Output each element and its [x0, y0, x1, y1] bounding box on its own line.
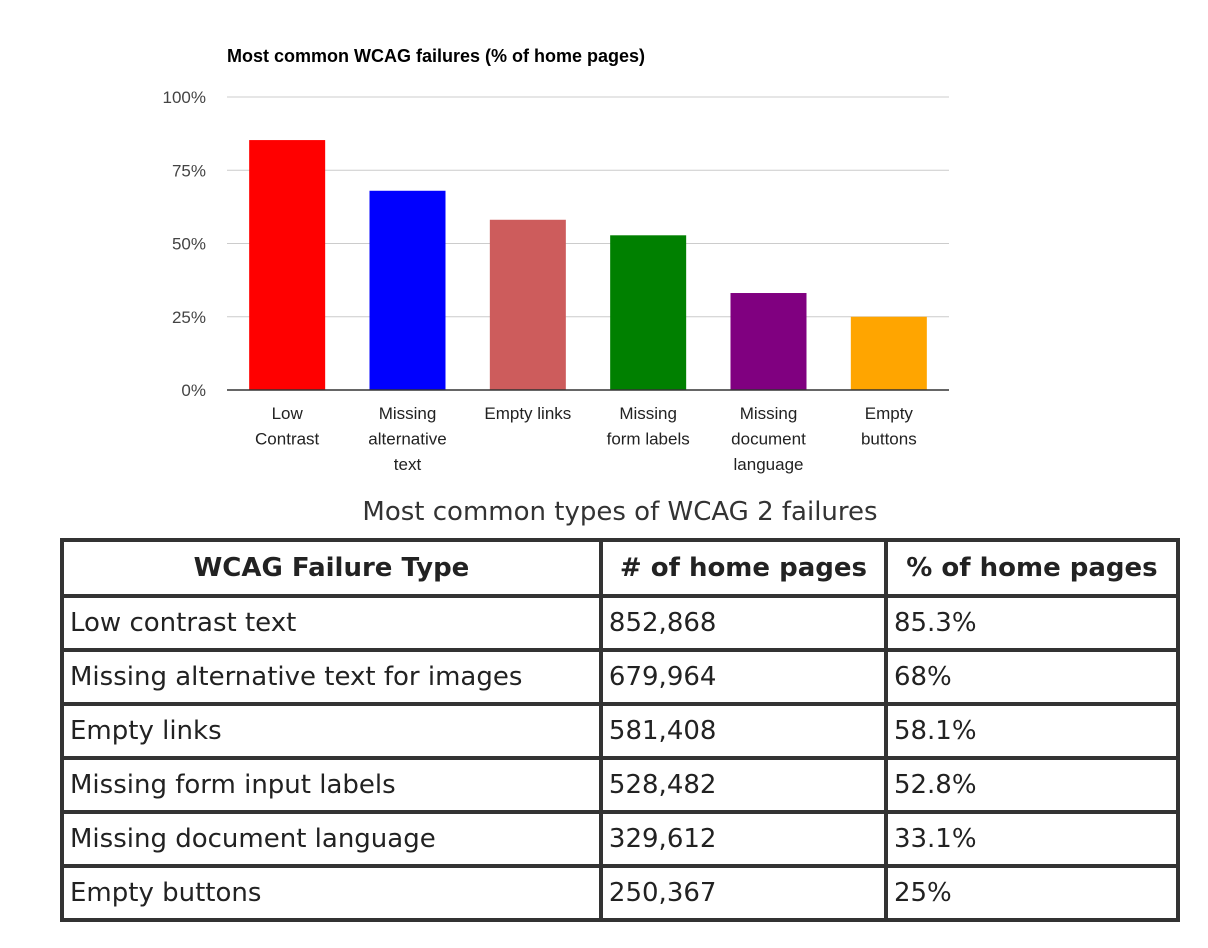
- header-failure-type: WCAG Failure Type: [60, 538, 603, 598]
- x-category-label: Low: [272, 404, 304, 423]
- cell-count: 679,964: [598, 648, 888, 706]
- header-home-pages-count: # of home pages: [598, 538, 888, 598]
- bar: [369, 190, 446, 390]
- cell-percent: 25%: [883, 864, 1181, 922]
- table-row: Empty buttons 250,367 25%: [60, 864, 1181, 922]
- failures-table: WCAG Failure Type # of home pages % of h…: [60, 538, 1181, 922]
- header-home-pages-percent: % of home pages: [883, 538, 1181, 598]
- table-row: Missing form input labels 528,482 52.8%: [60, 756, 1181, 814]
- table-row: Empty links 581,408 58.1%: [60, 702, 1181, 760]
- x-category-label: buttons: [861, 430, 917, 449]
- x-category-label: Empty: [865, 404, 914, 423]
- cell-count: 528,482: [598, 756, 888, 814]
- table-header-row: WCAG Failure Type # of home pages % of h…: [60, 538, 1181, 598]
- bar-chart: Most common WCAG failures (% of home pag…: [163, 46, 949, 474]
- cell-failure-type: Low contrast text: [60, 594, 603, 652]
- bars: [249, 140, 927, 390]
- gridlines: [227, 96, 949, 318]
- cell-failure-type: Empty buttons: [60, 864, 603, 922]
- x-category-label: language: [734, 455, 804, 474]
- cell-count: 250,367: [598, 864, 888, 922]
- x-axis-category-labels: Low Contrast Missing alternative text Empty l…: [255, 404, 917, 474]
- x-category-label: form labels: [607, 430, 690, 449]
- table-caption: Most common types of WCAG 2 failures: [362, 497, 878, 527]
- x-category-label: Empty links: [484, 404, 571, 423]
- bar: [850, 316, 927, 390]
- cell-failure-type: Missing form input labels: [60, 756, 603, 814]
- y-tick-label: 50%: [172, 235, 206, 254]
- cell-percent: 85.3%: [883, 594, 1181, 652]
- bar: [489, 219, 566, 390]
- cell-percent: 58.1%: [883, 702, 1181, 760]
- cell-failure-type: Empty links: [60, 702, 603, 760]
- x-category-label: Contrast: [255, 430, 320, 449]
- y-tick-label: 25%: [172, 308, 206, 327]
- cell-percent: 68%: [883, 648, 1181, 706]
- cell-failure-type: Missing document language: [60, 810, 603, 868]
- cell-failure-type: Missing alternative text for images: [60, 648, 603, 706]
- x-category-label: alternative: [368, 430, 446, 449]
- table-row: Low contrast text 852,868 85.3%: [60, 594, 1181, 652]
- x-category-label: document: [731, 430, 806, 449]
- chart-title: Most common WCAG failures (% of home pag…: [227, 46, 645, 66]
- bar: [249, 140, 326, 390]
- table-row: Missing document language 329,612 33.1%: [60, 810, 1181, 868]
- bar: [730, 293, 807, 390]
- x-category-label: Missing: [379, 404, 437, 423]
- cell-count: 852,868: [598, 594, 888, 652]
- cell-percent: 52.8%: [883, 756, 1181, 814]
- x-category-label: text: [394, 455, 422, 474]
- x-category-label: Missing: [619, 404, 677, 423]
- cell-percent: 33.1%: [883, 810, 1181, 868]
- y-tick-label: 75%: [172, 161, 206, 180]
- cell-count: 581,408: [598, 702, 888, 760]
- table-row: Missing alternative text for images 679,…: [60, 648, 1181, 706]
- y-tick-label: 100%: [163, 88, 206, 107]
- cell-count: 329,612: [598, 810, 888, 868]
- y-tick-label: 0%: [181, 381, 206, 400]
- bar: [610, 235, 687, 390]
- x-category-label: Missing: [740, 404, 798, 423]
- y-axis-tick-labels: 0% 25% 50% 75% 100%: [163, 88, 206, 400]
